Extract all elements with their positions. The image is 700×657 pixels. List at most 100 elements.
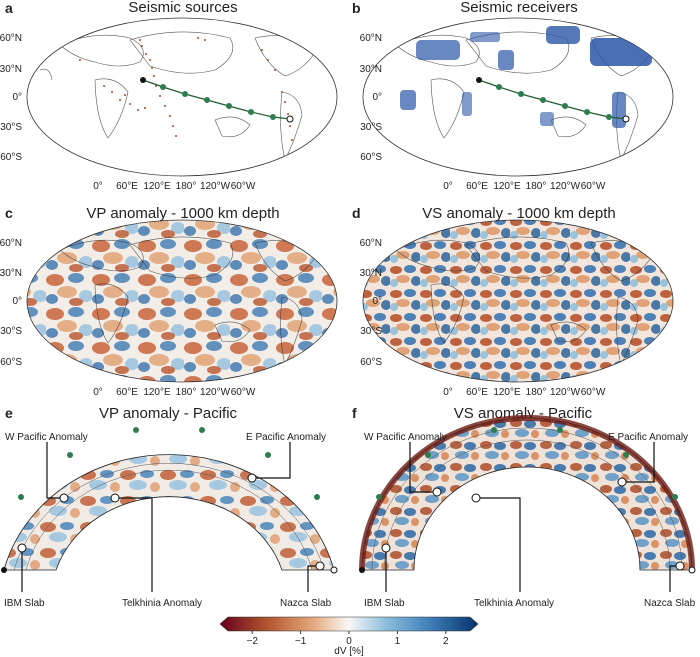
panel-c-lon-labels: 0° 60°E 120°E 180° 120°W 60°W [93, 387, 256, 398]
colorbar-ticks: −2 −1 0 1 2 [246, 631, 449, 647]
svg-text:120°E: 120°E [143, 181, 171, 192]
f-w-pacific-label: W Pacific Anomaly [364, 432, 447, 443]
profile-end-point [286, 115, 294, 123]
e-w-pacific-label: W Pacific Anomaly [5, 432, 88, 443]
svg-text:120°W: 120°W [200, 387, 231, 398]
panel-b-title: Seismic receivers [460, 0, 578, 16]
svg-text:60°W: 60°W [231, 387, 256, 398]
panel-a-sources [79, 37, 293, 141]
svg-text:0°: 0° [372, 92, 382, 103]
panel-a-map: 60°N 30°N 0° 30°S 60°S 0° 60°E 120°E 180… [0, 17, 338, 192]
e-nazca-label: Nazca Slab [280, 598, 332, 609]
panel-b-letter: b [352, 0, 361, 16]
svg-text:30°N: 30°N [360, 268, 382, 279]
panel-c-map: 60°N 30°N 0° 30°S 60°S 0° 60°E 120°E 180… [0, 219, 338, 398]
svg-text:0°: 0° [93, 181, 103, 192]
svg-text:60°N: 60°N [0, 33, 22, 44]
svg-text:120°E: 120°E [493, 181, 521, 192]
panel-c-lat-labels: 60°N 30°N 0° 30°S 60°S [0, 238, 22, 368]
panel-e-header: e VP anomaly - Pacific [5, 405, 238, 422]
panel-d-map: 60°N 30°N 0° 30°S 60°S 0° 60°E 120°E 180… [360, 219, 674, 398]
panel-e-leader-lines [21, 442, 318, 592]
svg-text:120°W: 120°W [200, 181, 231, 192]
panel-d-lon-labels: 0° 60°E 120°E 180° 120°W 60°W [443, 387, 606, 398]
svg-text:60°E: 60°E [466, 387, 488, 398]
panel-f-anomaly-markers [381, 477, 685, 571]
panel-a-header: a Seismic sources [5, 0, 238, 16]
panel-d-header: d VS anomaly - 1000 km depth [352, 205, 616, 222]
panel-b-lat-labels: 60°N 30°N 0° 30°S 60°S [360, 33, 383, 163]
panel-c-letter: c [5, 205, 13, 221]
panel-f-surface-points [359, 427, 696, 574]
panel-b-lon-labels: 0° 60°E 120°E 180° 120°W 60°W [443, 181, 606, 192]
f-nazca-label: Nazca Slab [644, 598, 696, 609]
svg-text:60°E: 60°E [116, 387, 138, 398]
panel-e-letter: e [5, 405, 13, 421]
svg-text:60°W: 60°W [581, 387, 606, 398]
colorbar-bar [219, 616, 479, 632]
svg-text:0°: 0° [443, 387, 453, 398]
colorbar-tick-label: −2 [246, 636, 258, 647]
svg-text:60°S: 60°S [360, 357, 382, 368]
svg-text:180°: 180° [526, 181, 547, 192]
panel-e-surface-points [1, 427, 338, 574]
svg-text:0°: 0° [12, 92, 22, 103]
panel-f-cross-section: W Pacific Anomaly E Pacific Anomaly IBM … [359, 415, 696, 609]
svg-text:30°N: 30°N [0, 268, 22, 279]
panel-c-header: c VP anomaly - 1000 km depth [5, 205, 280, 222]
colorbar-label: dV [%] [334, 646, 364, 657]
panel-f-leader-lines [385, 442, 678, 592]
svg-text:180°: 180° [526, 387, 547, 398]
panel-d-lat-labels: 60°N 30°N 0° 30°S 60°S [360, 238, 383, 368]
svg-text:180°: 180° [176, 387, 197, 398]
panel-b-header: b Seismic receivers [352, 0, 578, 16]
svg-text:30°S: 30°S [360, 326, 382, 337]
panel-e-title: VP anomaly - Pacific [99, 405, 238, 422]
svg-text:60°N: 60°N [360, 238, 382, 249]
panel-a-lon-labels: 0° 60°E 120°E 180° 120°W 60°W [93, 181, 256, 192]
f-ibm-label: IBM Slab [364, 598, 405, 609]
panel-e-cross-section: W Pacific Anomaly E Pacific Anomaly IBM … [1, 427, 338, 609]
svg-text:60°E: 60°E [116, 181, 138, 192]
e-ibm-label: IBM Slab [4, 598, 45, 609]
svg-text:120°W: 120°W [550, 181, 581, 192]
svg-text:180°: 180° [176, 181, 197, 192]
svg-text:120°E: 120°E [143, 387, 171, 398]
panel-a-letter: a [5, 0, 13, 16]
svg-text:30°N: 30°N [0, 64, 22, 75]
panel-c-title: VP anomaly - 1000 km depth [86, 205, 279, 222]
colorbar-tick-label: 0 [346, 636, 352, 647]
svg-text:0°: 0° [93, 387, 103, 398]
panel-a-lat-labels: 60°N 30°N 0° 30°S 60°S [0, 33, 22, 163]
svg-text:30°S: 30°S [360, 122, 382, 133]
svg-text:0°: 0° [12, 296, 22, 307]
panel-b-profile-points [476, 77, 630, 123]
colorbar-tick-label: 1 [395, 636, 401, 647]
svg-text:60°S: 60°S [0, 357, 22, 368]
svg-text:30°N: 30°N [360, 64, 382, 75]
colorbar-tick-label: 2 [443, 636, 449, 647]
svg-text:0°: 0° [443, 181, 453, 192]
svg-text:60°W: 60°W [231, 181, 256, 192]
panel-a-profile-line [142, 79, 291, 120]
panel-b-map: 60°N 30°N 0° 30°S 60°S 0° 60°E 120°E 180… [360, 17, 674, 192]
panel-a-title: Seismic sources [128, 0, 237, 16]
svg-text:60°E: 60°E [466, 181, 488, 192]
colorbar: −2 −1 0 1 2 dV [%] [219, 616, 479, 657]
panel-a-profile-points [140, 77, 294, 123]
e-e-pacific-label: E Pacific Anomaly [246, 432, 326, 443]
svg-text:30°S: 30°S [0, 326, 22, 337]
svg-text:60°N: 60°N [0, 238, 22, 249]
profile-start-point [140, 77, 146, 83]
svg-text:0°: 0° [372, 296, 382, 307]
svg-text:60°N: 60°N [360, 33, 382, 44]
svg-text:60°S: 60°S [360, 152, 382, 163]
panel-d-letter: d [352, 205, 361, 221]
panel-f-letter: f [352, 405, 357, 421]
svg-text:120°W: 120°W [550, 387, 581, 398]
f-e-pacific-label: E Pacific Anomaly [608, 432, 688, 443]
svg-text:120°E: 120°E [493, 387, 521, 398]
f-telkhinia-label: Telkhinia Anomaly [474, 598, 554, 609]
panel-e-anomaly-markers [17, 473, 325, 571]
